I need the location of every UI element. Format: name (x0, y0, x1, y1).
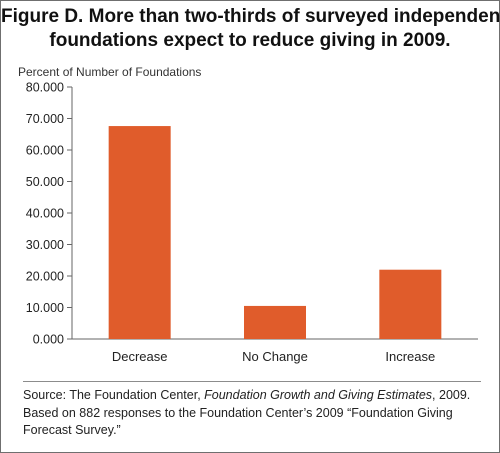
bar-decrease (108, 126, 171, 339)
y-tick-label: 10.000 (26, 301, 64, 315)
source-line-2: Based on 882 responses to the Foundation… (23, 405, 453, 420)
y-axis-label: Percent of Number of Foundations (18, 65, 202, 79)
source-divider (23, 381, 481, 382)
y-tick-label: 20.000 (26, 270, 64, 284)
title-line-2: foundations expect to reduce giving in 2… (49, 30, 451, 51)
x-category-label: Decrease (112, 349, 168, 364)
source-line-1: Source: The Foundation Center, Foundatio… (23, 387, 488, 405)
bar-increase (379, 269, 442, 339)
y-tick-label: 40.000 (26, 207, 64, 221)
x-category-label: Increase (385, 349, 435, 364)
figure-title: Figure D. More than two-thirds of survey… (1, 5, 500, 53)
title-line-1: Figure D. More than two-thirds of survey… (1, 6, 500, 27)
y-tick-label: 30.000 (26, 238, 64, 252)
source-prefix: Source: The Foundation Center, (23, 388, 205, 402)
source-line-3: Forecast Survey.” (23, 423, 121, 437)
y-tick-label: 80.000 (26, 81, 64, 95)
source-suffix: , 2009. (432, 388, 471, 402)
bar-no-change (244, 305, 306, 339)
source-publication: Foundation Growth and Giving Estimates (204, 388, 433, 402)
y-tick-label: 70.000 (26, 112, 64, 126)
y-tick-label: 60.000 (26, 144, 64, 158)
source-note: Source: The Foundation Center, Foundatio… (23, 387, 488, 440)
y-tick-label: 50.000 (26, 175, 64, 189)
x-category-label: No Change (242, 349, 308, 364)
y-tick-label: 0.000 (33, 333, 64, 347)
